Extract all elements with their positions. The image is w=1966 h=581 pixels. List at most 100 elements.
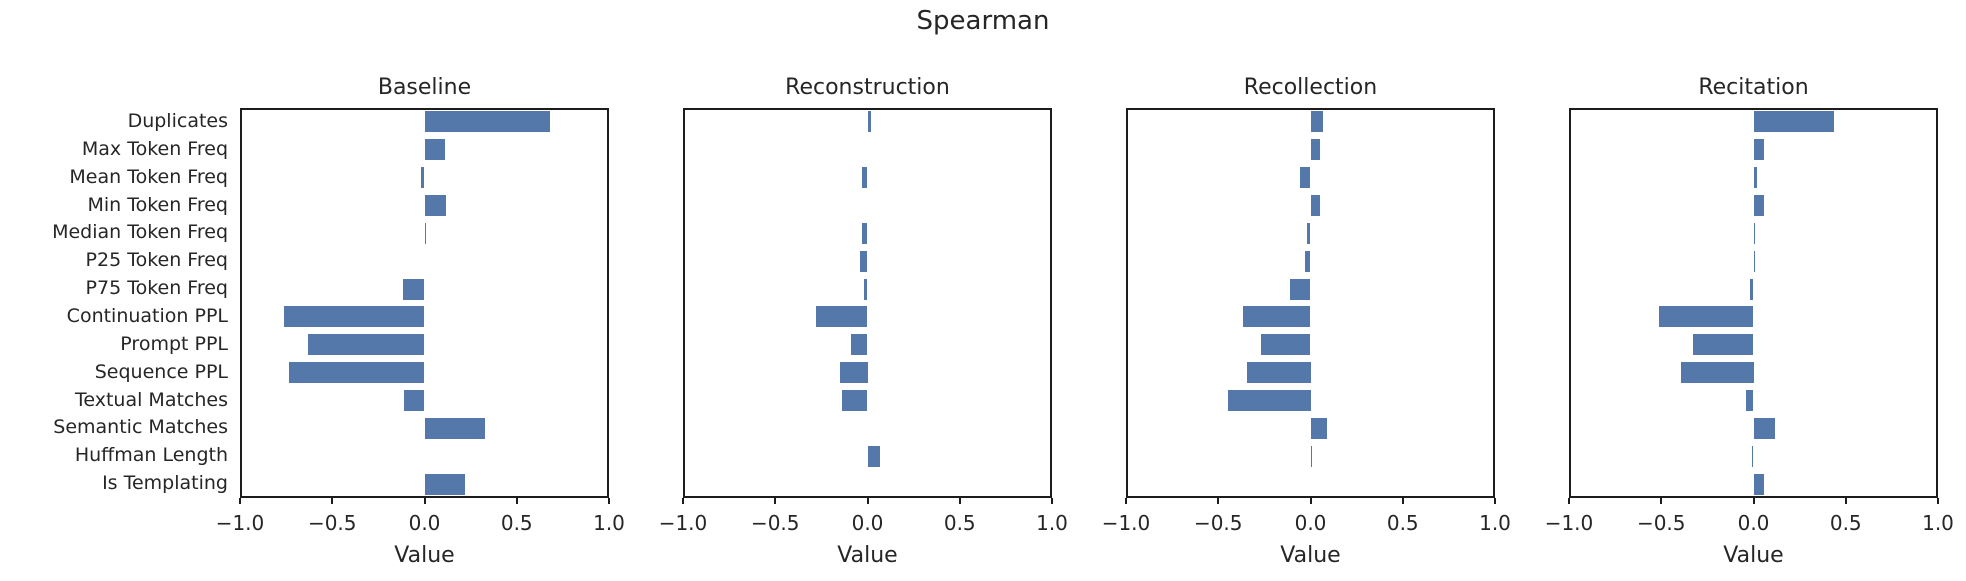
bar-recitation-mean-token-freq: [1753, 167, 1758, 189]
xtick-label-recollection: 0.0: [1294, 511, 1327, 535]
xtick-mark-recollection: [1401, 498, 1404, 504]
xtick-mark-recitation: [1752, 498, 1755, 504]
bar-baseline-mean-token-freq: [420, 167, 425, 189]
ytick-label-huffman-length: Huffman Length: [74, 444, 228, 467]
xtick-mark-reconstruction: [958, 498, 961, 504]
bar-reconstruction-mean-token-freq: [862, 167, 868, 189]
bar-baseline-max-token-freq: [424, 139, 445, 161]
subplot-title-recollection: Recollection: [1243, 75, 1378, 100]
ytick-label-max-token-freq: Max Token Freq: [81, 137, 228, 160]
subplot-title-recitation: Recitation: [1698, 75, 1809, 100]
xtick-label-reconstruction: 0.5: [943, 511, 976, 535]
xtick-mark-recollection: [1494, 498, 1496, 504]
ytick-label-sequence-ppl: Sequence PPL: [94, 360, 228, 383]
xtick-mark-recollection: [1217, 498, 1220, 504]
xtick-label-baseline: 1.0: [593, 511, 625, 535]
ytick-label-min-token-freq: Min Token Freq: [87, 193, 228, 216]
xaxis-label-recollection: Value: [1280, 543, 1341, 568]
bar-recollection-huffman-length: [1310, 445, 1313, 467]
ytick-label-p25-token-freq: P25 Token Freq: [85, 249, 228, 272]
bar-baseline-p75-token-freq: [402, 278, 425, 300]
bar-baseline-textual-matches: [404, 390, 425, 411]
xtick-label-recollection: −0.5: [1193, 511, 1243, 535]
xtick-mark-baseline: [331, 498, 334, 504]
bar-baseline-sequence-ppl: [289, 362, 425, 384]
xtick-label-recitation: −1.0: [1544, 511, 1594, 535]
bar-reconstruction-huffman-length: [867, 445, 881, 467]
bar-recollection-p75-token-freq: [1290, 278, 1311, 300]
xtick-label-recitation: 0.5: [1829, 511, 1862, 535]
bar-reconstruction-sequence-ppl: [840, 362, 868, 384]
xtick-mark-recollection: [1125, 498, 1127, 504]
ytick-label-duplicates: Duplicates: [127, 110, 228, 132]
xtick-label-recitation: −0.5: [1636, 511, 1686, 535]
ytick-label-semantic-matches: Semantic Matches: [53, 416, 228, 439]
bar-recitation-is-templating: [1753, 473, 1765, 495]
xaxis-label-reconstruction: Value: [837, 543, 898, 568]
xtick-mark-recitation: [1844, 498, 1847, 504]
bar-recitation-p75-token-freq: [1749, 278, 1754, 300]
subplot-title-baseline: Baseline: [377, 75, 472, 100]
xtick-mark-recitation: [1660, 498, 1663, 504]
bar-reconstruction-p25-token-freq: [860, 250, 868, 272]
xtick-label-reconstruction: −1.0: [658, 511, 708, 535]
bar-recollection-mean-token-freq: [1299, 167, 1311, 189]
xtick-label-recollection: −1.0: [1101, 511, 1151, 535]
xtick-label-baseline: 0.5: [500, 511, 533, 535]
bar-recollection-semantic-matches: [1310, 417, 1327, 439]
bar-baseline-semantic-matches: [424, 417, 485, 439]
xtick-label-recollection: 0.5: [1386, 511, 1419, 535]
bar-recollection-max-token-freq: [1310, 139, 1320, 161]
bar-recollection-prompt-ppl: [1261, 334, 1311, 356]
xtick-label-reconstruction: 0.0: [851, 511, 884, 535]
xtick-label-baseline: −0.5: [307, 511, 357, 535]
xtick-label-reconstruction: 1.0: [1036, 511, 1068, 535]
bar-recitation-semantic-matches: [1753, 417, 1776, 439]
bar-baseline-median-token-freq: [424, 222, 427, 244]
ytick-label-continuation-ppl: Continuation PPL: [66, 305, 228, 327]
bar-recitation-max-token-freq: [1753, 139, 1765, 161]
xaxis-label-baseline: Value: [394, 543, 455, 568]
bar-recollection-sequence-ppl: [1246, 362, 1311, 384]
xtick-mark-recitation: [1937, 498, 1939, 504]
ytick-label-mean-token-freq: Mean Token Freq: [69, 165, 228, 188]
xtick-mark-recollection: [1309, 498, 1312, 504]
ytick-label-is-templating: Is Templating: [102, 472, 228, 495]
bar-recollection-textual-matches: [1228, 390, 1311, 411]
bar-recitation-prompt-ppl: [1693, 334, 1754, 356]
ytick-label-textual-matches: Textual Matches: [75, 388, 228, 411]
bar-recollection-min-token-freq: [1310, 195, 1320, 216]
ytick-label-prompt-ppl: Prompt PPL: [120, 332, 228, 355]
xtick-mark-baseline: [515, 498, 518, 504]
bar-recitation-median-token-freq: [1753, 222, 1756, 244]
bar-recollection-continuation-ppl: [1242, 306, 1311, 328]
xtick-mark-baseline: [423, 498, 426, 504]
bar-baseline-prompt-ppl: [307, 334, 425, 356]
bar-reconstruction-duplicates: [867, 111, 872, 133]
axes-baseline: [240, 108, 609, 498]
bar-recitation-sequence-ppl: [1680, 362, 1754, 384]
bar-baseline-min-token-freq: [424, 195, 447, 216]
bar-recitation-textual-matches: [1746, 390, 1754, 411]
ytick-label-p75-token-freq: P75 Token Freq: [85, 277, 228, 300]
xtick-mark-baseline: [239, 498, 241, 504]
xaxis-label-recitation: Value: [1723, 543, 1784, 568]
bar-reconstruction-prompt-ppl: [851, 334, 868, 356]
bar-reconstruction-p75-token-freq: [863, 278, 868, 300]
bar-reconstruction-textual-matches: [841, 390, 868, 411]
xtick-mark-reconstruction: [1051, 498, 1053, 504]
xtick-label-recitation: 0.0: [1737, 511, 1770, 535]
xtick-mark-reconstruction: [774, 498, 777, 504]
xtick-mark-baseline: [608, 498, 610, 504]
axes-reconstruction: [683, 108, 1052, 498]
xtick-label-recitation: 1.0: [1922, 511, 1954, 535]
y-axis-category-labels: Duplicates Max Token Freq Mean Token Freq M…: [0, 108, 228, 498]
axes-recollection: [1126, 108, 1495, 498]
bar-recitation-continuation-ppl: [1658, 306, 1754, 328]
xtick-label-recollection: 1.0: [1479, 511, 1511, 535]
xtick-mark-reconstruction: [682, 498, 684, 504]
bar-recollection-median-token-freq: [1306, 222, 1311, 244]
bar-baseline-duplicates: [424, 111, 551, 133]
bar-reconstruction-continuation-ppl: [816, 306, 868, 328]
